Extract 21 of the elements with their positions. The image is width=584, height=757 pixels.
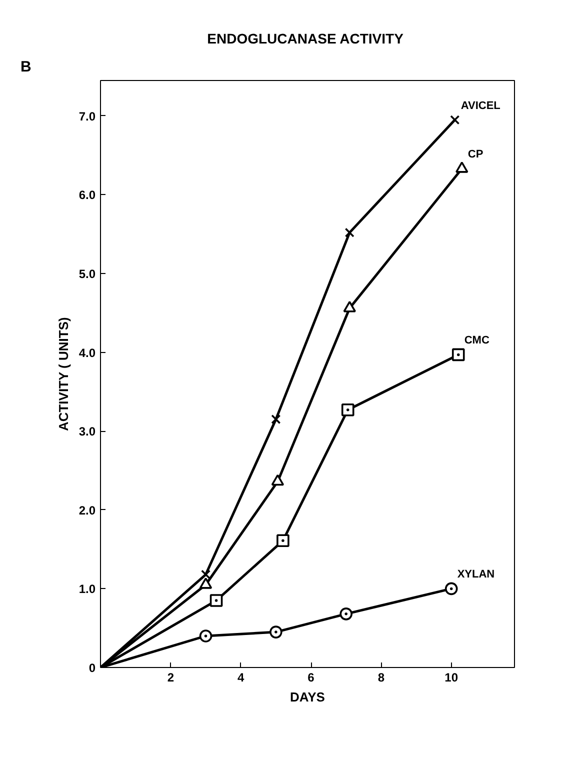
x-tick-label: 6 bbox=[308, 670, 315, 684]
x-tick-label: 8 bbox=[378, 670, 385, 684]
text: B bbox=[20, 58, 32, 76]
series-label: AVICEL bbox=[460, 100, 501, 112]
y-tick-label: 3.0 bbox=[78, 424, 96, 439]
y-axis-title: ACTIVITY ( UNITS) bbox=[56, 317, 71, 432]
y-tick-label: 7.0 bbox=[78, 109, 96, 124]
x-tick-label: 4 bbox=[238, 670, 244, 684]
series-label: CP bbox=[468, 148, 484, 161]
x-tick-label: 2 bbox=[167, 670, 174, 684]
y-tick-label: 4.0 bbox=[78, 346, 96, 360]
y-tick-label: 6.0 bbox=[78, 188, 96, 202]
chart-title: ENDOGLUCANASE ACTIVITY bbox=[207, 30, 404, 46]
y-tick-label: 2.0 bbox=[78, 503, 96, 518]
series-label: CMC bbox=[464, 334, 490, 347]
series-label: XYLAN bbox=[457, 568, 495, 581]
y-tick-label: 5.0 bbox=[78, 267, 96, 282]
y-tick-label: 1.0 bbox=[78, 582, 96, 596]
x-axis-title: DAYS bbox=[290, 690, 326, 704]
x-tick-label: 10 bbox=[444, 670, 458, 684]
y-tick-label: 0 bbox=[88, 661, 96, 675]
